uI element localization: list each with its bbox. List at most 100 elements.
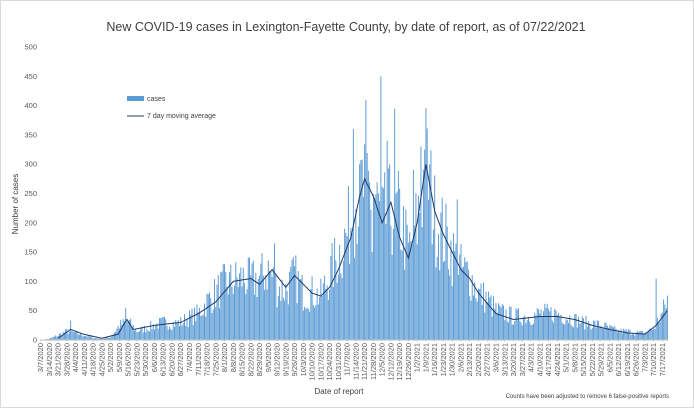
- bar-cases: [319, 297, 321, 340]
- bar-cases: [556, 315, 558, 340]
- bar-cases: [190, 314, 192, 340]
- bar-cases: [83, 336, 85, 340]
- bar-cases: [87, 335, 89, 340]
- bar-cases: [51, 337, 53, 340]
- bar-cases: [92, 338, 94, 340]
- bar-cases: [412, 170, 414, 340]
- x-tick-label: 2/6/2021: [456, 343, 465, 372]
- bar-cases: [574, 313, 576, 340]
- bar-cases: [179, 326, 180, 340]
- bar-cases: [252, 260, 254, 340]
- bar-cases: [450, 240, 452, 340]
- bar-cases: [404, 269, 406, 340]
- x-tick-label: 7/10/2021: [649, 343, 658, 376]
- y-axis-ticks: 0 50 100 150 200 250 300 350 400 450 500: [24, 43, 37, 345]
- bar-cases: [369, 182, 371, 340]
- bar-cases: [516, 309, 518, 340]
- bar-cases: [195, 321, 197, 340]
- bar-cases: [540, 309, 542, 340]
- bar-cases: [81, 335, 83, 340]
- bar-cases: [629, 329, 631, 340]
- bar-cases: [500, 307, 502, 340]
- bar-cases: [447, 269, 449, 340]
- bar-cases: [192, 325, 194, 340]
- bar-cases: [212, 309, 214, 340]
- bar-cases: [445, 203, 447, 340]
- bar-cases: [414, 225, 416, 340]
- bar-cases: [106, 337, 108, 340]
- y-tick-label: 100: [24, 277, 37, 286]
- x-tick-label: 12/12/2020: [386, 343, 395, 381]
- bar-cases: [244, 283, 246, 340]
- bar-cases: [419, 213, 421, 340]
- bar-cases: [131, 326, 133, 340]
- bar-cases: [372, 193, 374, 340]
- x-tick-label: 3/28/2020: [62, 343, 71, 376]
- bar-cases: [605, 323, 607, 340]
- bar-cases: [110, 337, 112, 340]
- bar-cases: [128, 320, 130, 340]
- bar-cases: [160, 318, 162, 340]
- bar-cases: [227, 294, 229, 340]
- bar-cases: [231, 286, 233, 340]
- bar-cases: [204, 303, 205, 340]
- bar-cases: [599, 327, 601, 340]
- bar-cases: [264, 290, 266, 340]
- bar-cases: [276, 307, 278, 340]
- bar-cases: [501, 303, 503, 340]
- bar-series-cases: [41, 76, 668, 341]
- x-tick-label: 1/16/2021: [430, 343, 439, 376]
- x-tick-label: 10/10/2020: [308, 343, 317, 381]
- bar-cases: [300, 278, 302, 340]
- bar-cases: [52, 336, 54, 340]
- bar-cases: [646, 332, 648, 340]
- bar-cases: [357, 226, 359, 340]
- bar-cases: [309, 311, 311, 340]
- bar-cases: [122, 318, 124, 340]
- bar-cases: [182, 322, 184, 340]
- bar-cases: [221, 271, 223, 340]
- bar-cases: [543, 311, 545, 340]
- bar-cases: [249, 257, 251, 340]
- bar-cases: [548, 309, 550, 340]
- bar-cases: [544, 303, 546, 340]
- x-tick-label: 9/5/2020: [264, 343, 273, 372]
- bar-cases: [292, 257, 294, 340]
- bar-cases: [424, 149, 426, 340]
- bar-cases: [485, 291, 487, 340]
- bar-cases: [135, 329, 137, 340]
- bar-cases: [658, 323, 660, 340]
- bar-cases: [75, 330, 77, 340]
- x-tick-label: 4/24/2021: [553, 343, 562, 376]
- y-axis-title: Number of cases: [11, 174, 20, 234]
- x-axis-title: Date of report: [315, 387, 365, 396]
- bar-cases: [63, 332, 65, 340]
- bar-cases: [520, 322, 522, 340]
- bar-cases: [362, 196, 364, 340]
- bar-cases: [53, 336, 55, 340]
- bar-cases: [235, 262, 237, 340]
- bar-cases: [626, 331, 628, 340]
- bar-cases: [411, 244, 413, 340]
- bar-cases: [553, 322, 555, 340]
- bar-cases: [346, 236, 348, 340]
- bar-cases: [171, 330, 173, 340]
- bar-cases: [272, 267, 274, 340]
- bar-cases: [50, 337, 52, 340]
- bar-cases: [565, 319, 567, 340]
- bar-cases: [147, 330, 149, 340]
- bar-cases: [320, 278, 322, 340]
- bar-cases: [351, 233, 353, 340]
- bar-cases: [138, 331, 140, 340]
- bar-cases: [265, 275, 267, 340]
- y-tick-label: 450: [24, 72, 37, 81]
- bar-cases: [633, 334, 635, 340]
- bar-cases: [515, 308, 517, 340]
- x-tick-label: 8/8/2020: [229, 343, 238, 372]
- x-tick-label: 6/27/2020: [176, 343, 185, 376]
- bar-cases: [158, 318, 160, 340]
- bar-cases: [326, 285, 328, 340]
- bar-cases: [143, 325, 145, 340]
- bar-cases: [133, 330, 135, 340]
